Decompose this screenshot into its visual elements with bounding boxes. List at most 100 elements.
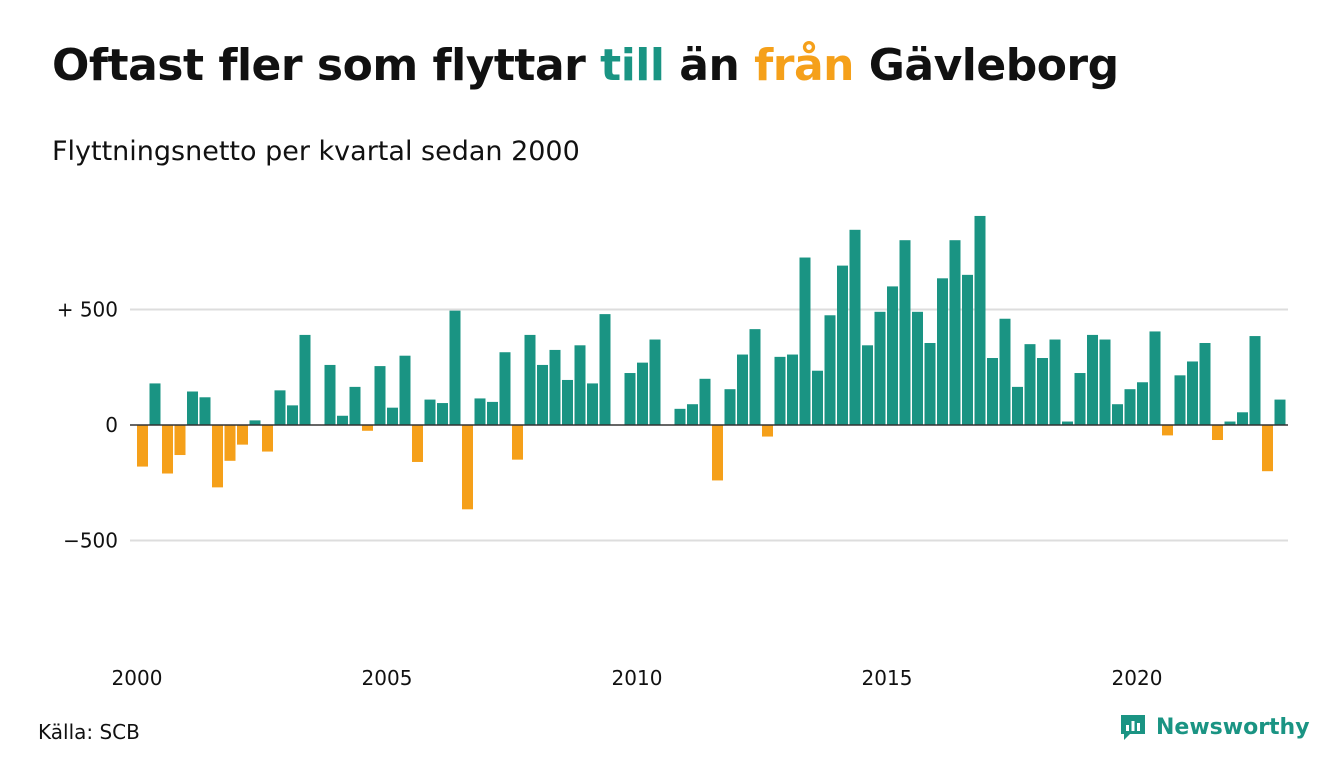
bar (187, 391, 198, 425)
bar (1249, 336, 1261, 425)
bar (924, 342, 936, 425)
bar (974, 215, 986, 425)
bar (162, 425, 173, 474)
bar (1187, 361, 1198, 425)
bar (699, 378, 711, 425)
bar (637, 362, 648, 425)
bar (649, 339, 661, 425)
bar (299, 334, 311, 425)
y-tick-label: + 500 (57, 298, 118, 322)
title-part-3: Gävleborg (853, 40, 1119, 91)
bar (524, 334, 536, 425)
bar (624, 373, 636, 425)
bar (274, 390, 286, 425)
bar (137, 425, 148, 467)
bar (724, 389, 736, 425)
bar (674, 408, 686, 425)
bar (237, 425, 248, 445)
chart-subtitle: Flyttningsnetto per kvartal sedan 2000 (52, 136, 580, 167)
bar (1049, 339, 1061, 425)
bar (687, 404, 698, 425)
bar (537, 364, 548, 425)
bar (1087, 334, 1098, 425)
bar (499, 352, 511, 425)
bar (574, 345, 586, 425)
bar (962, 274, 973, 425)
bar (1149, 331, 1161, 425)
bar (762, 425, 773, 437)
bar (749, 329, 761, 425)
x-tick-label: 2020 (1112, 666, 1163, 690)
bar (549, 349, 561, 425)
bar (887, 286, 898, 425)
y-tick-label: 0 (105, 413, 118, 437)
bar (362, 425, 373, 431)
bar (424, 399, 436, 425)
bar (1199, 342, 1211, 425)
bar (324, 364, 336, 425)
bar (737, 354, 748, 425)
bar (474, 398, 486, 425)
bar (1237, 412, 1248, 425)
bar (1012, 386, 1023, 425)
bar (812, 370, 823, 425)
bar (587, 383, 598, 425)
bar (437, 403, 448, 425)
bar (449, 310, 461, 425)
bar (212, 425, 223, 488)
bar (337, 415, 348, 425)
bar (174, 425, 186, 456)
x-tick-label: 2010 (612, 666, 663, 690)
bar (862, 345, 873, 425)
bar (224, 425, 236, 461)
bar-chart: + 500 0 −500 2000 2005 2010 2015 2020 (57, 215, 1288, 690)
bar (837, 265, 848, 425)
bar (849, 229, 861, 425)
bar (899, 240, 911, 425)
bar (1074, 373, 1086, 425)
bar (712, 425, 723, 481)
bar (1037, 358, 1048, 425)
bar (199, 397, 211, 425)
x-tick-label: 2000 (112, 666, 163, 690)
bar (1137, 382, 1148, 425)
bar (1162, 425, 1173, 436)
bar (874, 311, 886, 425)
y-tick-label: −500 (63, 529, 118, 553)
bar (1224, 421, 1236, 425)
bar (774, 356, 786, 425)
bar (462, 425, 473, 510)
newsworthy-logo-icon (1121, 715, 1145, 740)
bar (1124, 389, 1136, 425)
bar (262, 425, 273, 452)
bar (999, 318, 1011, 425)
bar (1062, 421, 1073, 425)
bar (1174, 375, 1186, 425)
bar (1099, 339, 1111, 425)
title-highlight-till: till (600, 40, 665, 91)
bar (599, 314, 611, 425)
bar (349, 386, 361, 425)
title-highlight-fran: från (754, 40, 854, 91)
bar (1212, 425, 1223, 441)
bar (912, 311, 923, 425)
bar (249, 420, 261, 425)
bar (987, 358, 998, 425)
source-label: Källa: SCB (38, 720, 140, 744)
bar (824, 315, 836, 425)
brand-name: Newsworthy (1156, 714, 1310, 740)
bar (1274, 399, 1286, 425)
bar (949, 240, 961, 425)
bar (287, 405, 298, 425)
bar (512, 425, 523, 460)
bar (374, 366, 386, 425)
bar (1112, 404, 1123, 425)
bar (787, 354, 798, 425)
bar (562, 379, 573, 425)
bar (799, 257, 811, 425)
bar (1262, 425, 1273, 472)
x-tick-label: 2015 (862, 666, 913, 690)
title-part-2: än (664, 40, 755, 91)
bar (487, 401, 498, 425)
brand-logo: Newsworthy (1118, 712, 1310, 742)
